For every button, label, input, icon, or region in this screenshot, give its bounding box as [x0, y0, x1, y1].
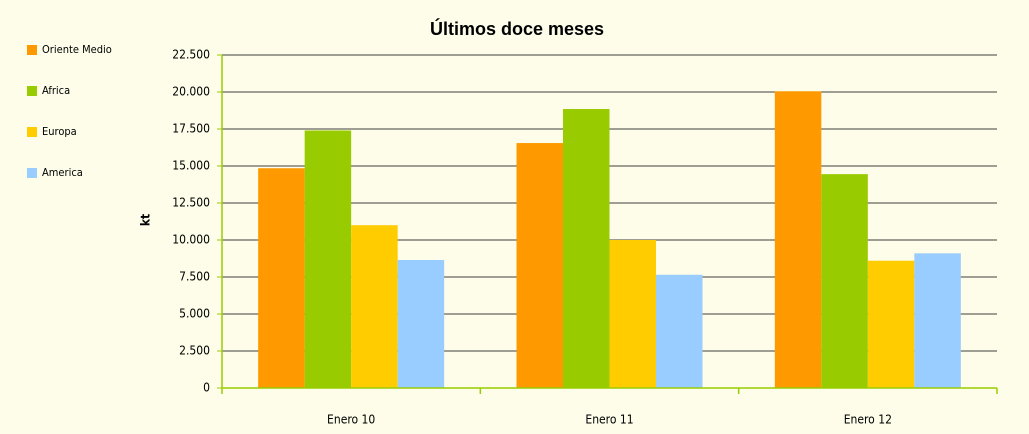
legend-swatch [27, 168, 37, 178]
y-axis-label: kt [139, 214, 153, 226]
legend-label: Europa [42, 125, 77, 138]
y-tick-label: 15.000 [172, 159, 210, 173]
bar [821, 174, 868, 388]
chart-title: Últimos doce meses [430, 18, 604, 39]
y-tick-label: 12.500 [172, 196, 210, 210]
bar [563, 109, 610, 389]
bar [258, 168, 305, 388]
y-tick-label: 17.500 [172, 122, 210, 136]
legend-label: America [42, 166, 83, 179]
x-tick-label: Enero 10 [327, 413, 375, 427]
y-tick-label: 20.000 [172, 85, 210, 99]
y-tick-label: 0 [203, 381, 210, 395]
bar [914, 253, 961, 388]
y-tick-label: 7.500 [179, 270, 210, 284]
bar [609, 240, 656, 388]
x-tick-label: Enero 11 [585, 413, 633, 427]
bar [351, 225, 398, 388]
legend-label: Oriente Medio [42, 43, 112, 56]
y-tick-label: 2.500 [179, 344, 210, 358]
x-tick-label: Enero 12 [844, 413, 892, 427]
y-tick-label: 22.500 [172, 48, 210, 62]
legend-label: Africa [42, 84, 70, 97]
legend-swatch [27, 127, 37, 137]
bar [656, 274, 703, 388]
legend-swatch [27, 86, 37, 96]
bar [516, 143, 563, 388]
bar [774, 91, 822, 388]
legend-swatch [27, 45, 37, 55]
bar [397, 259, 445, 388]
bar [304, 130, 352, 389]
y-tick-label: 10.000 [172, 233, 210, 247]
y-tick-label: 5.000 [179, 307, 210, 321]
bar [867, 260, 915, 388]
